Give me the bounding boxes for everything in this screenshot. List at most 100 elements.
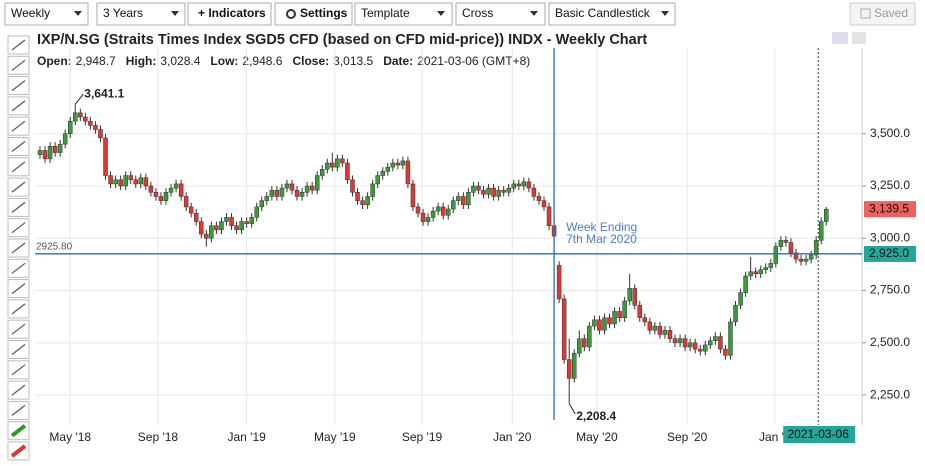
candle-body <box>219 221 224 231</box>
candle-body <box>83 116 88 122</box>
candle-body <box>652 325 658 331</box>
candle-body <box>592 319 597 327</box>
tool-icon <box>11 303 26 315</box>
candle-body <box>456 196 461 201</box>
interval-text: Weekly <box>11 6 50 20</box>
candle-body <box>350 179 355 193</box>
candle-body <box>617 311 622 318</box>
candle-body <box>178 183 184 197</box>
candle-body <box>345 162 350 180</box>
candle-body <box>158 196 164 201</box>
candle-body <box>113 179 118 185</box>
high-label: 3,641.1 <box>84 86 124 100</box>
candle-body <box>390 162 396 168</box>
tool-icon <box>11 384 26 396</box>
template-select[interactable] <box>354 2 453 26</box>
range-select[interactable] <box>96 2 186 26</box>
tool-icon <box>11 141 26 152</box>
candle-body <box>738 292 743 306</box>
date-tag-text: 2021-03-06 <box>788 427 850 441</box>
tool-icon <box>11 59 26 71</box>
last-price-tag <box>864 201 916 218</box>
candle-body <box>763 267 769 270</box>
candle-body <box>309 185 315 191</box>
candle-body <box>103 137 108 176</box>
tool-icon <box>11 364 26 376</box>
candle-body <box>365 196 370 206</box>
y-tick-label: 3,500.0 <box>870 126 910 140</box>
candle-body <box>697 348 703 352</box>
save-icon <box>860 8 871 19</box>
tool-icon <box>11 120 26 132</box>
candle-body <box>713 336 718 341</box>
plot: 2,250.0 2,500.0 2,750.0 3,000.0 3,250.0 3,500… <box>35 48 916 444</box>
candle-body <box>88 120 93 126</box>
field-value: 3,013.5 <box>333 54 373 68</box>
crosshair-tag-text: 2,925.0 <box>869 246 909 260</box>
style-select[interactable] <box>548 2 676 26</box>
candle-body <box>118 179 123 187</box>
candle-body <box>73 112 78 122</box>
date-tag <box>783 426 856 443</box>
candle-body <box>415 206 421 214</box>
candle-body <box>511 183 517 189</box>
gear-icon <box>286 9 296 19</box>
candle-body <box>57 143 63 153</box>
candle-body <box>430 210 436 218</box>
candle-body <box>597 319 602 331</box>
field-name: Open: <box>37 54 72 68</box>
candle-body <box>435 206 441 212</box>
field-value: 2,948.6 <box>242 54 282 68</box>
candle-body <box>622 300 627 318</box>
candle-body <box>269 189 275 197</box>
x-tick-label: May '20 <box>576 430 618 444</box>
candle-body <box>753 271 758 275</box>
settings-text: Settings <box>300 6 348 20</box>
candle-body <box>128 175 133 180</box>
candle-body <box>355 192 360 201</box>
low-pointer <box>568 403 576 415</box>
tool-icon <box>11 283 26 295</box>
candle-body <box>748 271 753 277</box>
candle-body <box>476 185 481 191</box>
candle-body <box>602 317 607 331</box>
candle-body <box>577 338 582 354</box>
candle-body <box>703 344 708 352</box>
candle-body <box>188 206 194 214</box>
candle-body <box>582 338 587 348</box>
candle-body <box>370 183 375 197</box>
candle-body <box>274 189 280 197</box>
last-price-text: 3,139.5 <box>869 201 909 215</box>
candle-body <box>299 192 305 197</box>
tool-icon <box>11 242 26 254</box>
candle-body <box>385 166 391 172</box>
candle-body <box>768 263 774 268</box>
candle-body <box>793 252 799 260</box>
style-text: Basic Candlestick <box>555 6 651 20</box>
week-label: 7th Mar 2020 <box>566 232 637 246</box>
x-tick-label: Sep '18 <box>138 430 179 444</box>
indicators-button[interactable] <box>187 2 272 26</box>
candle-body <box>440 206 446 216</box>
candle-body <box>471 185 476 193</box>
caret <box>171 11 179 16</box>
tool-icon <box>11 161 26 173</box>
x-tick-label: May '18 <box>49 430 91 444</box>
candle-body <box>42 150 48 160</box>
y-tick-label: 2,750.0 <box>870 283 910 297</box>
candle-body <box>319 169 325 176</box>
candle-body <box>496 189 501 197</box>
x-tick-label: Jan '2 <box>759 430 791 444</box>
tool-icon <box>10 424 27 438</box>
settings-button[interactable] <box>274 2 353 26</box>
tool-icon <box>11 344 26 355</box>
candle-body <box>708 340 713 346</box>
candle-body <box>108 175 113 185</box>
drawing-tools <box>7 35 30 461</box>
candle-body <box>133 179 139 185</box>
candle-body <box>491 187 496 197</box>
interval-select[interactable] <box>4 2 89 26</box>
cursor-select[interactable] <box>455 2 546 26</box>
candle-body <box>556 265 562 300</box>
candle-body <box>687 342 693 348</box>
